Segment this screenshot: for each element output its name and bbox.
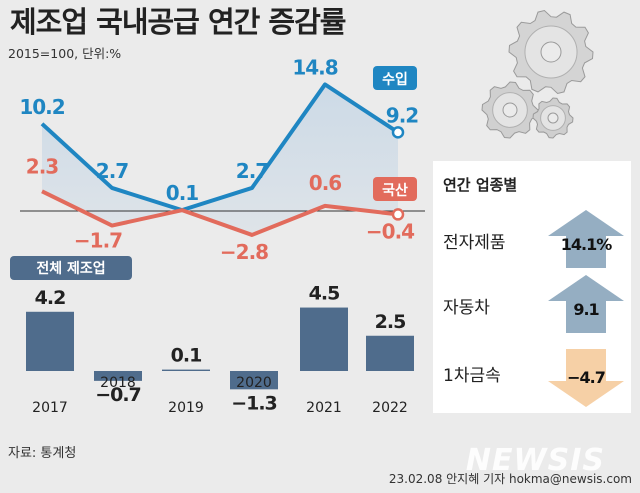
series-tag-box [373,66,417,90]
industry-name: 자동차 [443,298,490,318]
bar-value-label: 4.5 [309,283,340,305]
line-value-label: 2.7 [236,159,269,183]
year-label: 2021 [306,400,342,416]
year-label: 2020 [236,375,272,391]
bar [94,371,142,381]
series-line-domestic [41,189,399,237]
industry-panel-title: 연간 업종별 [443,176,517,194]
line-value-label: 0.1 [166,181,199,205]
bar-value-label: 2.5 [375,311,406,333]
bar-chart-title: 전체 제조업 [36,260,105,277]
industry-value: −4.7 [567,368,605,387]
year-label: 2022 [372,400,408,416]
credit-line: 23.02.08 안지혜 기자 hokma@newsis.com [389,472,632,486]
line-value-label: 14.8 [292,55,337,79]
bar-value-label: −1.3 [231,392,277,414]
source-note: 자료: 통계청 [8,446,76,461]
subtitle: 2015=100, 단위:% [8,46,121,61]
line-value-label: 2.3 [26,154,59,178]
newsis-logo: NEWSIS [466,443,605,478]
bar-chart-title-box [10,256,132,280]
industry-name: 1차금속 [443,366,501,386]
bar [300,307,348,371]
line-value-label: 2.7 [96,159,129,183]
line-chart: 10.2 2.7 0.1 2.7 14.8 9.2 2.3 −1.7 −2.8 0.6 −0.4 수… [19,55,425,264]
area-between-series [42,84,398,235]
industry-row: 1차금속 −4.7 [443,349,624,407]
series-line-import [40,82,400,213]
bar-value-label: 4.2 [35,287,66,309]
line-value-label: −0.4 [366,219,414,243]
line-value-label: 0.6 [309,171,342,195]
bar-value-label: 0.1 [171,345,202,367]
industry-value: 9.1 [573,300,599,319]
line-value-label: 9.2 [386,103,419,127]
arrow-up-icon [548,210,624,268]
bar [26,311,74,371]
industry-row: 자동차 9.1 [443,275,624,333]
line-value-label: −2.8 [220,240,268,264]
year-label: 2017 [32,400,68,416]
series-tag-import: 수입 [382,72,408,88]
year-label: 2019 [168,400,204,416]
page-title: 제조업 국내공급 연간 증감률 [10,5,346,39]
series-tag-box [373,177,417,201]
industry-value: 14.1% [561,235,612,254]
bar [366,335,414,371]
bar [162,369,210,371]
series-tag-domestic: 국산 [382,182,408,199]
industry-panel: 연간 업종별 전자제품 14.1% 자동차 9.1 1차금속 −4.7 [433,161,631,413]
series-end-marker [391,208,405,221]
industry-row: 전자제품 14.1% [443,210,624,268]
bar-value-label: −0.7 [95,384,141,406]
year-label: 2018 [100,375,136,391]
arrow-up-icon [548,275,624,333]
series-end-marker [391,126,405,139]
arrow-down-icon [548,349,624,407]
industry-name: 전자제품 [443,233,506,253]
bar [230,371,278,390]
line-value-label: 10.2 [19,95,64,119]
line-value-label: −1.7 [74,229,122,253]
gear-icon [481,9,594,139]
